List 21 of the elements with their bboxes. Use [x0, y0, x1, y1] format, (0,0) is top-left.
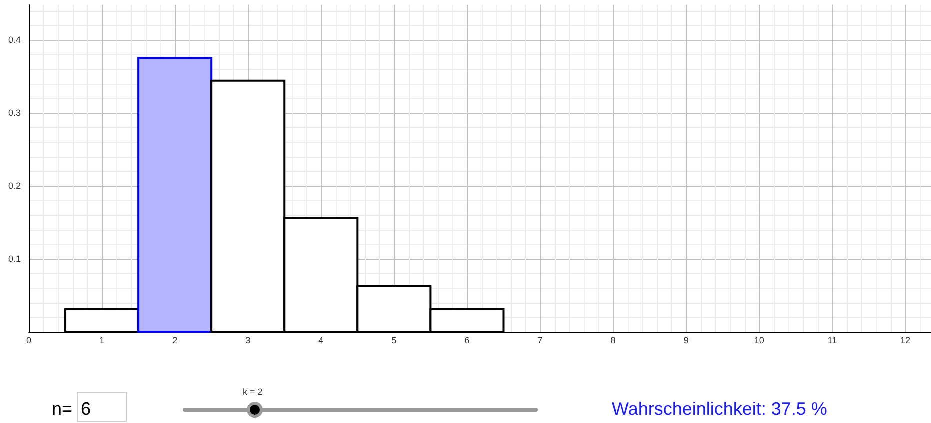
text: k = 2	[243, 387, 263, 397]
x-tick-label: 10	[754, 336, 764, 346]
x-tick-label: 12	[900, 336, 910, 346]
x-tick-label: 8	[610, 336, 616, 346]
x-tick-label: 3	[246, 336, 251, 346]
y-tick-label: 0.2	[8, 181, 21, 192]
x-tick-label: 0	[26, 336, 32, 346]
y-tick-label: 0.1	[8, 254, 21, 264]
x-tick-label: 7	[538, 336, 543, 346]
text: Wahrscheinlichkeit: 37.5 %	[612, 399, 828, 420]
x-tick-label: 5	[392, 336, 397, 346]
x-tick-label: 6	[464, 336, 470, 346]
text: 6	[81, 399, 92, 420]
text: n=	[52, 399, 73, 420]
x-tick-label: 11	[828, 336, 838, 346]
x-tick-label: 1	[100, 336, 105, 346]
y-tick-label: 0.4	[8, 35, 21, 46]
x-tick-label: 2	[172, 336, 178, 346]
x-tick-label: 9	[684, 336, 689, 346]
x-tick-label: 4	[318, 336, 324, 346]
y-tick-label: 0.3	[8, 108, 21, 118]
